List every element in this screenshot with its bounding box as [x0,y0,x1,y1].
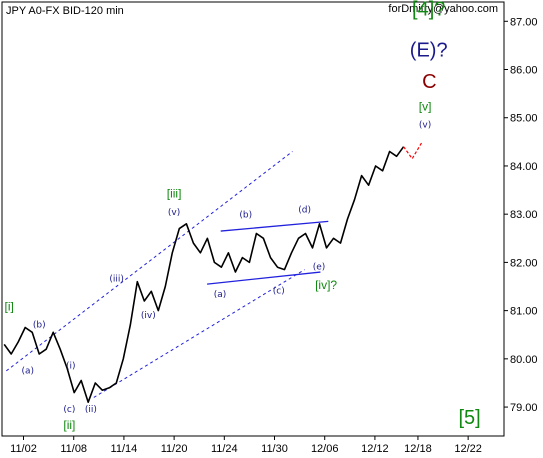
y-axis: 79.00 80.00 81.00 82.00 83.00 84.00 85.00 86.00… [504,16,538,414]
x-tick-label: 11/20 [161,443,188,455]
wave-label: (c) [273,287,285,297]
y-tick-label: 82.00 [510,257,538,269]
triangle-upper-line [220,220,329,232]
wave-label: [5] [458,407,480,429]
x-tick-label: 12/18 [404,443,432,455]
y-tick-label: 84.00 [510,161,538,173]
x-tick-label: 12/06 [311,443,339,455]
y-tick-label: 87.00 [510,16,538,28]
y-tick-label: 80.00 [510,354,538,366]
wave-label: (i) [66,362,76,372]
wave-label: (E)? [410,40,448,62]
y-tick-label: 85.00 [510,113,538,125]
wave-label: (e) [313,263,326,273]
x-axis: 11/02 11/08 11/14 11/20 11/24 11/30 12/06 12/12… [10,436,482,455]
x-tick-label: 11/08 [60,443,87,455]
wave-label: (b) [33,321,46,331]
y-tick-label: 86.00 [510,65,538,77]
x-tick-label: 12/12 [361,443,389,455]
author-label: forDmitry@yahoo.com [388,3,498,15]
wave-label: (c) [63,405,75,415]
wave-label: (iv) [141,311,156,321]
projection-line [403,141,423,160]
price-line [3,146,405,403]
plot-frame [1,1,505,437]
wave-label: (a) [214,290,227,300]
chart-title: JPY A0-FX BID-120 min [6,5,124,17]
wave-label: [v] [419,100,432,114]
x-tick-label: 11/30 [261,443,288,455]
wave-label: [iv]? [315,278,337,292]
wave-label: (iii) [109,275,124,285]
triangle-lower-line [207,271,321,285]
wave-label: (a) [22,366,35,376]
wave-label: C [422,71,436,93]
price-series [3,141,423,403]
wave-label: (b) [239,211,252,221]
y-tick-label: 79.00 [510,402,538,414]
wave-label: [ii] [63,418,75,432]
y-tick-label: 81.00 [510,306,538,318]
wave-label: [4]? [412,0,445,21]
channel-lower-line [93,269,305,398]
wave-label: [iii] [167,186,182,200]
x-tick-label: 11/14 [111,443,138,455]
wave-label: (v) [419,120,431,130]
wave-label: (ii) [85,405,97,415]
wave-label: (d) [298,206,311,216]
y-tick-label: 83.00 [510,209,538,221]
wave-label: (v) [168,208,180,218]
x-tick-label: 11/02 [10,443,37,455]
triangle-pattern [207,220,329,285]
x-tick-label: 11/24 [211,443,238,455]
wave-label: [i] [5,300,14,314]
x-tick-label: 12/22 [454,443,482,455]
wave-labels: [4]? (E)? C [v] (v) [iii] (v) (b) (d) (iii) (iv) (a… [5,0,481,432]
